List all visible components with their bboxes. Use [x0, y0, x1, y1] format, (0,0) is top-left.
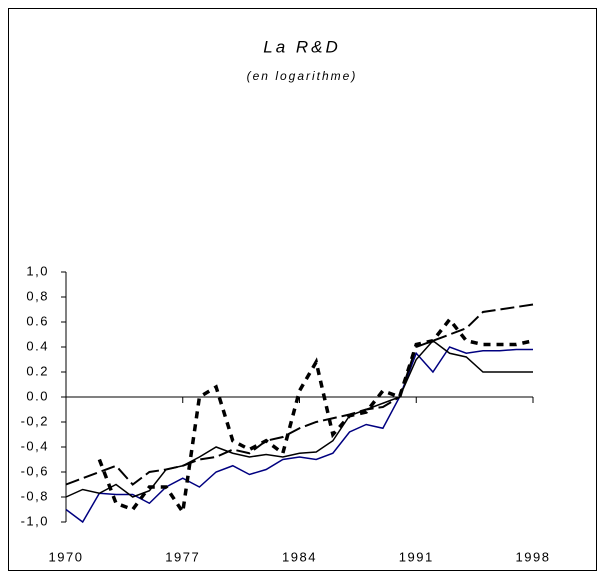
x-tick-label: 1998 — [516, 549, 551, 564]
x-tick-label: 1984 — [282, 549, 317, 564]
series-line — [65, 339, 533, 498]
chart-title: La R&D — [263, 37, 341, 56]
y-tick-label: 0.2 — [26, 363, 49, 378]
y-tick-label: 0.4 — [26, 338, 49, 353]
series-line — [97, 316, 534, 517]
x-tick-label: 1970 — [49, 549, 84, 564]
x-tick-label: 1991 — [399, 549, 434, 564]
y-tick-label: 0.0 — [26, 388, 49, 403]
y-tick-label: 0,8 — [26, 288, 49, 303]
y-tick-label: -0,8 — [21, 488, 49, 503]
chart-subtitle: (en logarithme) — [247, 69, 358, 83]
y-tick-label: 0.6 — [26, 313, 49, 328]
y-tick-label: -0,2 — [21, 413, 49, 428]
y-tick-label: -0,4 — [21, 438, 49, 453]
y-tick-label: -1,0 — [21, 513, 49, 528]
series-line — [65, 346, 533, 524]
y-tick-label: 1,0 — [26, 263, 49, 278]
y-tick-label: -0,6 — [21, 463, 49, 478]
chart-frame — [8, 8, 597, 571]
series-line — [65, 303, 534, 486]
x-tick-label: 1977 — [165, 549, 200, 564]
